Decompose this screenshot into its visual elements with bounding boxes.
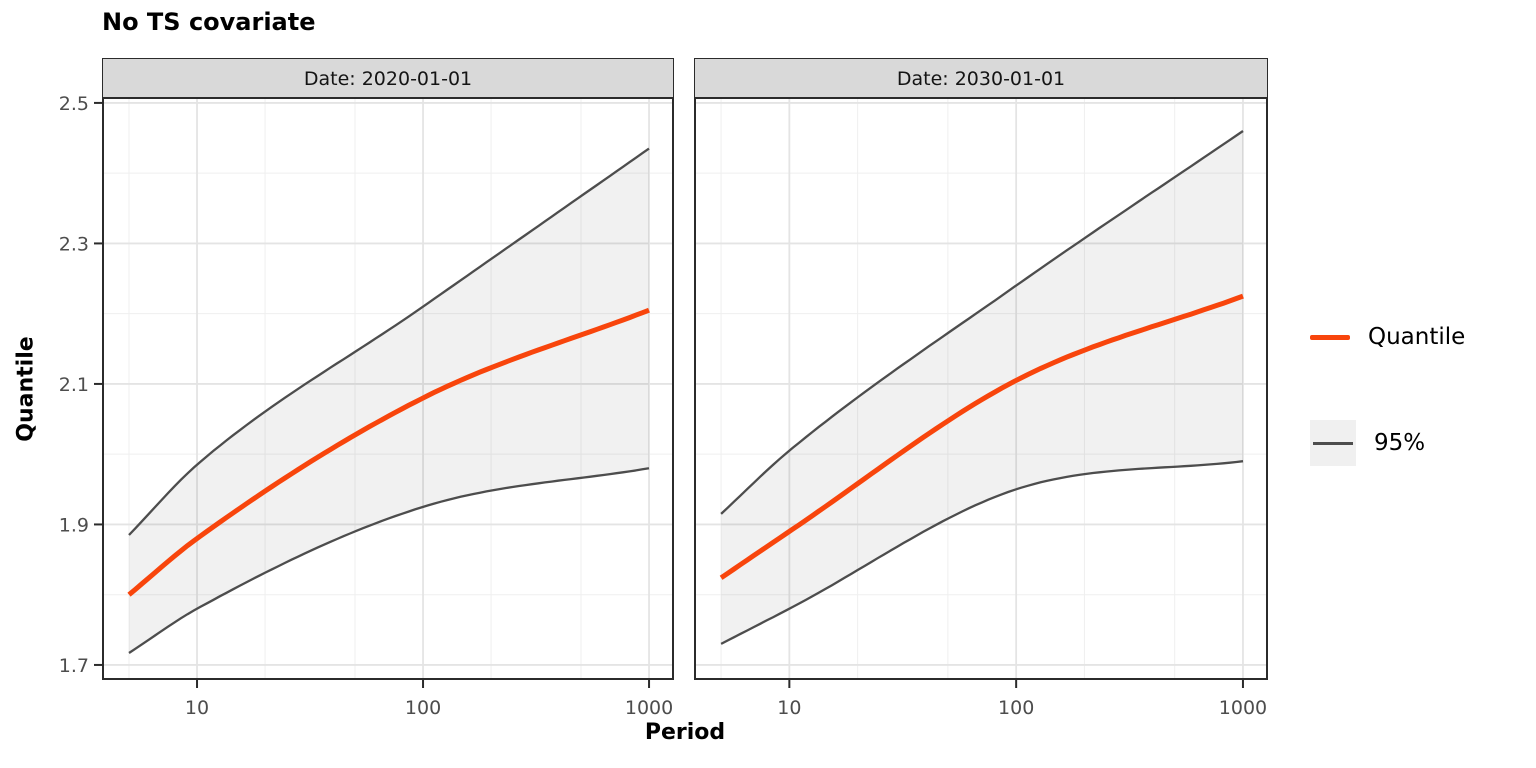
plot-title: No TS covariate <box>102 8 316 36</box>
svg-text:2.3: 2.3 <box>59 233 89 255</box>
svg-text:2.5: 2.5 <box>59 93 89 115</box>
svg-text:1000: 1000 <box>625 697 673 719</box>
legend-label-95: 95% <box>1374 430 1426 456</box>
svg-text:1.9: 1.9 <box>59 514 89 536</box>
svg-text:1000: 1000 <box>1219 697 1267 719</box>
quantile-line-key-icon <box>1310 334 1350 340</box>
legend-entry-quantile: Quantile <box>1310 314 1465 360</box>
y-axis-title: Quantile <box>13 336 39 442</box>
ribbon-key-line-icon <box>1313 441 1353 445</box>
svg-text:2.1: 2.1 <box>59 374 89 396</box>
legend-label-quantile: Quantile <box>1368 324 1466 350</box>
facet-strip-2020-01-01: Date: 2020-01-01 <box>102 58 674 99</box>
svg-text:1.7: 1.7 <box>59 655 89 677</box>
svg-text:100: 100 <box>405 697 441 719</box>
svg-text:100: 100 <box>998 697 1034 719</box>
svg-text:10: 10 <box>777 697 801 719</box>
legend-entry-95-interval: 95% <box>1310 420 1425 466</box>
x-axis-title: Period <box>644 720 726 745</box>
svg-text:10: 10 <box>185 697 209 719</box>
ribbon-key-icon <box>1310 420 1356 466</box>
